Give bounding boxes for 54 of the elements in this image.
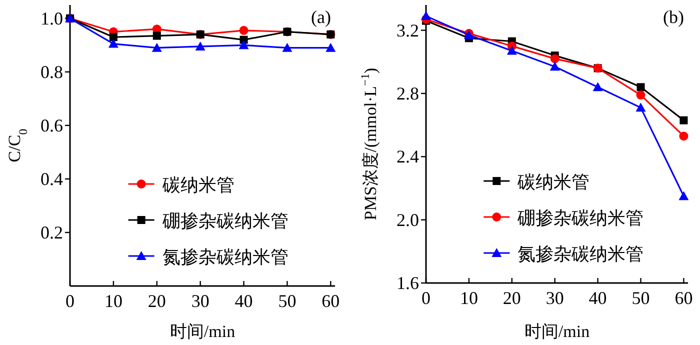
point [238,40,249,50]
point [680,116,688,124]
legend-label: 硼掺杂碳纳米管 [516,208,644,228]
point [152,42,162,52]
point [592,82,603,92]
x-tick-label: 20 [148,291,166,311]
legend-label: 碳纳米管 [516,172,590,192]
y-tick-label: 0.4 [40,168,63,189]
point [108,38,118,48]
x-tick-label: 40 [588,288,607,308]
point [195,41,206,50]
y-tick-label: 2.0 [396,210,419,230]
x-tick-label: 30 [191,291,210,311]
point [636,102,646,112]
y-tick-label: 2.8 [396,83,419,104]
legend-label: 碳纳米管 [161,175,234,195]
y-tick-label: 3.2 [396,20,419,40]
annotation: (b) [663,7,684,27]
y-tick-label: 0.6 [40,115,63,136]
point [550,62,560,71]
x-tick-label: 0 [422,288,430,308]
point [239,26,248,35]
y-tick-label: 0.8 [40,62,63,82]
point [109,33,118,42]
x-axis-title: 时间/min [524,322,590,341]
y-tick-label: 1.0 [40,8,63,28]
point [550,54,560,64]
x-tick-label: 10 [460,288,478,308]
legend-label: 氮掺杂碳纳米管 [518,244,644,264]
point [506,46,517,55]
x-tick-label: 10 [104,291,122,311]
x-tick-label: 40 [234,291,253,311]
x-tick-label: 60 [322,291,340,311]
point [678,191,689,200]
y-tick-label: 1.6 [396,273,419,293]
x-tick-label: 30 [546,288,564,308]
annotation: (a) [311,7,331,27]
x-tick-label: 50 [278,291,296,311]
point [326,42,336,52]
y-tick-label: 0.2 [40,222,63,242]
x-tick-label: 60 [674,288,693,308]
point [282,42,292,52]
point [421,11,431,20]
x-tick-label: 20 [502,288,521,308]
x-axis-title: 时间/min [170,322,236,341]
x-tick-label: 50 [632,288,650,308]
point [679,132,688,141]
point [152,32,161,40]
legend-label: 硼掺杂碳纳米管 [161,211,288,231]
point [636,83,645,92]
point [636,90,646,100]
legend-label: 氮掺杂碳纳米管 [162,247,288,267]
y-tick-label: 2.4 [396,146,419,167]
x-tick-label: 0 [66,291,74,311]
